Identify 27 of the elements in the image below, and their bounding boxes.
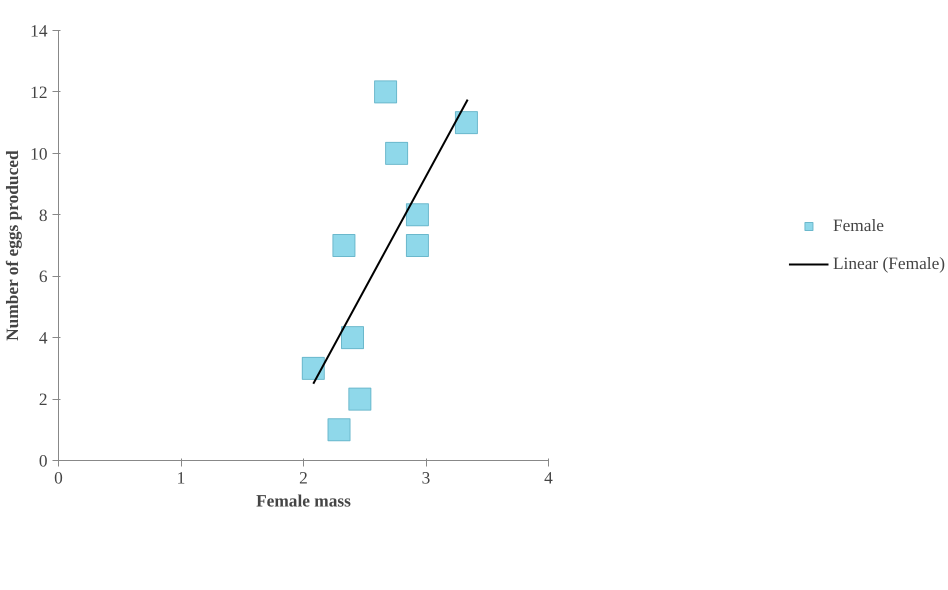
y-tick-label: 2 [38, 390, 48, 410]
legend-label: Female [832, 216, 884, 236]
legend-label: Linear (Female) [832, 254, 946, 274]
point [454, 111, 478, 134]
x-tick-label: 3 [422, 468, 430, 488]
point [332, 234, 356, 257]
y-axis-title: Number of eggs produced [3, 150, 22, 341]
y-tick-label: 10 [30, 144, 48, 164]
y-tick-label: 8 [38, 206, 48, 225]
point [328, 418, 351, 442]
x-tick-label: 2 [299, 468, 308, 488]
point [348, 388, 372, 411]
x-tick-label: 1 [176, 468, 186, 488]
y-tick-label: 12 [30, 82, 48, 102]
point [341, 326, 364, 350]
point [385, 142, 408, 165]
x-tick-label: 4 [544, 468, 554, 488]
y-tick-label: 4 [38, 328, 48, 348]
y-tick-label: 6 [38, 267, 48, 286]
x-axis-title: Female mass [256, 492, 352, 510]
y-tick-label: 0 [38, 452, 48, 470]
point [374, 80, 398, 104]
point [406, 203, 429, 226]
point [406, 234, 429, 257]
x-tick-label: 0 [54, 468, 63, 488]
point [302, 356, 325, 380]
y-tick-label: 14 [30, 22, 48, 40]
